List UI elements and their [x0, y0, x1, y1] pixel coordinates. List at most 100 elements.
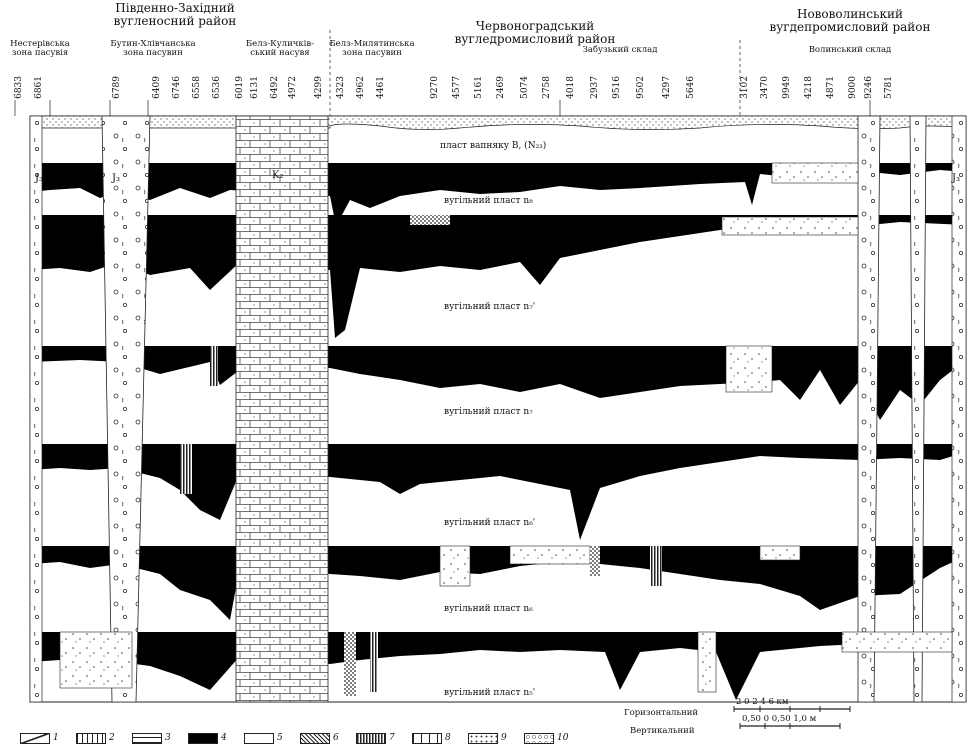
borehole-number: 6558 [192, 76, 202, 99]
borehole-number: 6492 [270, 76, 280, 99]
borehole-number: 6019 [235, 76, 245, 99]
legend-number: 9 [501, 733, 507, 743]
label-j3-mid: J₃ [112, 173, 121, 184]
subregion-line: зона пасувія [11, 48, 69, 58]
fault-zone-left [29, 115, 43, 703]
scale-horizontal-ticks: 2 0 2 4 6 км [736, 697, 789, 707]
borehole-number: 4323 [336, 76, 346, 99]
legend-number: 1 [53, 733, 59, 743]
subregion-volynskyi: Волинський склад [790, 46, 910, 55]
borehole-number: 3470 [760, 76, 770, 99]
region-novovolynsk-line2: вугдепромисловий район [769, 20, 931, 34]
subregion-nesterivska: Нестерівська зона пасувія [5, 40, 75, 58]
argillite-lens [344, 632, 356, 696]
borehole-number: 6746 [172, 76, 182, 99]
borehole-number: 5781 [884, 76, 894, 99]
borehole-number: 4962 [356, 76, 366, 99]
legend-swatch [244, 733, 274, 744]
legend-number: 7 [389, 733, 395, 743]
seam-label-n5p: вугільний пласт n₅' [444, 688, 536, 698]
borehole-number: 9000 [848, 76, 858, 99]
region-southwest-line2: вугленосний район [113, 14, 237, 28]
subregion-line: Нестерівська [10, 39, 70, 49]
region-southwest: Південно-Західний вугленосний район [75, 2, 275, 28]
subregion-line: Белз-Милятинська [329, 39, 415, 49]
borehole-number: 4871 [826, 76, 836, 99]
borehole-number: 5074 [520, 76, 530, 99]
region-chervonohrad-line2: вугледромисловий район [454, 32, 616, 46]
borehole-number: 9516 [612, 76, 622, 99]
sandstone-patch [439, 545, 471, 587]
subregion-belz-myliatyn: Белз-Милятинська зона пасувин [322, 40, 422, 58]
borehole-number: 3102 [740, 76, 750, 99]
legend-swatch [356, 733, 386, 744]
legend-number: 4 [221, 733, 227, 743]
argillite-lens [370, 632, 378, 692]
fault-zone-right-b [909, 115, 927, 703]
legend-swatch [76, 733, 106, 744]
borehole-number: 9270 [430, 76, 440, 99]
sandstone-patch [841, 631, 953, 653]
scale-vertical-label: Вертикальний [630, 726, 695, 736]
borehole-number: 4297 [662, 76, 672, 99]
legend-number: 5 [277, 733, 283, 743]
borehole-number: 5161 [474, 76, 484, 99]
subregion-line: ський насувя [250, 48, 310, 58]
borehole-number: 9502 [636, 76, 646, 99]
seam-label-n7p: вугільний пласт n₇' [444, 302, 536, 312]
limestone-massif-k2 [235, 115, 329, 703]
borehole-number: 4299 [314, 76, 324, 99]
borehole-ticks [14, 30, 871, 116]
subregion-line: зона пасувин [342, 48, 402, 58]
subregion-line: Белз-Куличків- [245, 39, 315, 49]
borehole-number: 4972 [288, 76, 298, 99]
seam-label-n7: вугільний пласт n₇ [444, 407, 533, 417]
subregion-line: Бутин-Хлівчанська [110, 39, 196, 49]
fault-zone-butyn [101, 115, 151, 703]
borehole-number: 6409 [152, 76, 162, 99]
legend-swatch [188, 733, 218, 744]
borehole-number: 6789 [112, 76, 122, 99]
legend-swatch [132, 733, 162, 744]
region-novovolynsk-line1: Нововолинський [796, 7, 904, 21]
section-frame [29, 115, 967, 703]
seam-label-n6p: вугільний пласт n₆' [444, 518, 536, 528]
sandstone-patch [697, 631, 717, 693]
subregion-butyn: Бутин-Хлівчанська зона пасувин [98, 40, 208, 58]
fault-zone-right-a [857, 115, 881, 703]
sandstone-patch [59, 631, 133, 689]
scale-horizontal-label: Горизонтальний [624, 708, 699, 718]
argillite-lens [180, 444, 192, 494]
borehole-number: 9246 [864, 76, 874, 99]
borehole-number: 4018 [566, 76, 576, 99]
fault-zone-right-edge [951, 115, 967, 703]
legend-number: 6 [333, 733, 339, 743]
sandstone-patch [509, 545, 591, 565]
sandstone-patch [725, 345, 773, 393]
subregion-line: Забузький склад [582, 45, 658, 55]
legend: 1 2 3 4 5 6 7 8 9 10 [20, 733, 620, 745]
label-j3-right: J₃ [952, 173, 961, 184]
region-novovolynsk: Нововолинський вугдепромисловий район [750, 8, 950, 34]
label-j3-left: J₃ [35, 173, 44, 184]
region-chervonohrad-line1: Червоноградський [475, 19, 595, 33]
borehole-number: 9949 [782, 76, 792, 99]
seam-label-top: пласт вапняку B, (N₂₃) [440, 141, 547, 151]
legend-number: 2 [109, 733, 115, 743]
argillite-lens [410, 215, 450, 225]
seam-label-n6: вугільний пласт n₆ [444, 604, 533, 614]
borehole-number: 6131 [250, 76, 260, 99]
legend-number: 3 [165, 733, 171, 743]
argillite-lens [590, 546, 600, 576]
borehole-number: 2758 [542, 76, 552, 99]
legend-number: 10 [557, 733, 569, 743]
borehole-number: 2937 [590, 76, 600, 99]
borehole-number: 6833 [14, 76, 24, 99]
region-southwest-line1: Південно-Західний [115, 1, 235, 15]
legend-swatch [412, 733, 442, 744]
seam-label-n8: вугільний пласт n₈ [444, 196, 533, 206]
region-chervonohrad: Червоноградський вугледромисловий район [420, 20, 650, 46]
borehole-number: 2469 [496, 76, 506, 99]
borehole-number: 4218 [804, 76, 814, 99]
